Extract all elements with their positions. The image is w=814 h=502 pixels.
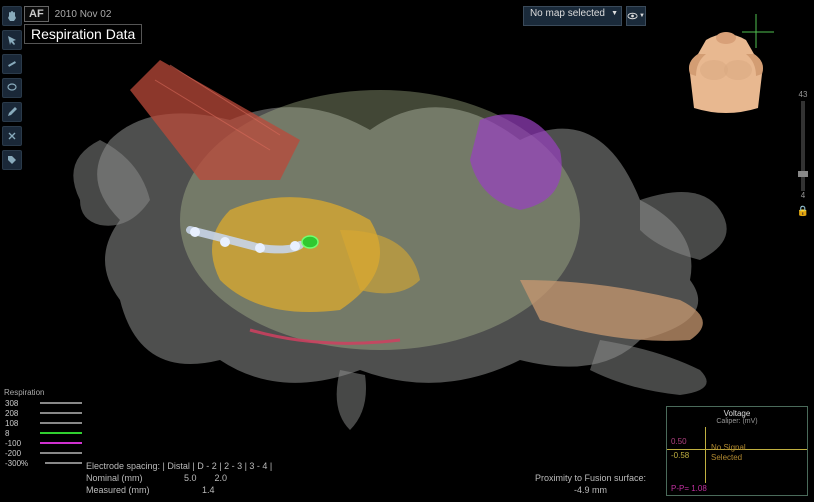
- respiration-value: -200: [5, 449, 22, 458]
- respiration-row: -200: [4, 448, 82, 458]
- respiration-value: 308: [5, 399, 22, 408]
- proximity-readout: Proximity to Fusion surface: -4.9 mm: [535, 472, 646, 496]
- pen-tool[interactable]: [2, 102, 22, 122]
- electrode-spacing-panel: Electrode spacing: | Distal | D - 2 | 2 …: [86, 460, 272, 496]
- slider-bottom-value: 4: [801, 191, 805, 200]
- respiration-bar: [40, 432, 82, 434]
- torso-reference[interactable]: [666, 14, 786, 124]
- cut-tool[interactable]: [2, 126, 22, 146]
- respiration-value: -300%: [5, 459, 27, 468]
- map-dropdown[interactable]: No map selected: [523, 6, 622, 26]
- respiration-bar: [40, 442, 82, 444]
- lasso-tool[interactable]: [2, 78, 22, 98]
- lock-icon[interactable]: 🔒: [797, 206, 809, 217]
- measured-v2: 1.4: [202, 484, 215, 496]
- voltage-pp: P-P= 1.08: [671, 484, 707, 493]
- study-date: 2010 Nov 02: [55, 9, 112, 20]
- respiration-value: 208: [5, 409, 22, 418]
- voltage-plot[interactable]: 0.50 -0.58 No Signal Selected: [667, 427, 807, 483]
- left-toolbar: [2, 6, 20, 170]
- respiration-bar: [40, 422, 82, 424]
- voltage-cursor-v: [705, 427, 706, 483]
- voltage-subtitle: Caliper: (mV): [667, 418, 807, 425]
- respiration-panel-title: Respiration: [4, 388, 82, 397]
- proximity-value: -4.9 mm: [535, 484, 646, 496]
- nominal-v2: 2.0: [215, 472, 228, 484]
- right-slider: 43 4 🔒: [796, 90, 810, 217]
- hand-tool[interactable]: [2, 6, 22, 26]
- proximity-label: Proximity to Fusion surface:: [535, 472, 646, 484]
- respiration-value: 108: [5, 419, 22, 428]
- respiration-value: 8: [5, 429, 22, 438]
- respiration-row: -100: [4, 438, 82, 448]
- respiration-bar: [40, 452, 82, 454]
- voltage-lower-num: -0.58: [671, 451, 689, 460]
- measured-label: Measured (mm): [86, 484, 166, 496]
- respiration-panel: Respiration 3082081088-100-200-300%: [4, 388, 82, 468]
- header-left: AF 2010 Nov 02: [24, 6, 111, 22]
- respiration-value: -100: [5, 439, 22, 448]
- opacity-slider[interactable]: [801, 101, 805, 191]
- study-badge: AF: [24, 6, 49, 22]
- nominal-v1: 5.0: [184, 472, 197, 484]
- respiration-bar: [45, 462, 82, 464]
- measure-tool[interactable]: [2, 54, 22, 74]
- arrow-tool[interactable]: [2, 30, 22, 50]
- respiration-title: Respiration Data: [24, 24, 142, 44]
- electrode-header: Electrode spacing: | Distal | D - 2 | 2 …: [86, 460, 272, 472]
- voltage-upper-num: 0.50: [671, 437, 687, 446]
- visibility-toggle[interactable]: ▼: [626, 6, 646, 26]
- voltage-title: Voltage: [667, 409, 807, 418]
- slider-thumb[interactable]: [798, 171, 808, 177]
- respiration-row: 208: [4, 408, 82, 418]
- respiration-row: 108: [4, 418, 82, 428]
- respiration-row: 8: [4, 428, 82, 438]
- voltage-message: No Signal Selected: [711, 443, 746, 463]
- map-selector-bar: No map selected ▼: [523, 6, 646, 26]
- respiration-bar: [40, 402, 82, 404]
- voltage-panel: Voltage Caliper: (mV) 0.50 -0.58 No Sign…: [666, 406, 808, 496]
- tag-tool[interactable]: [2, 150, 22, 170]
- nominal-label: Nominal (mm): [86, 472, 166, 484]
- slider-top-value: 43: [799, 90, 808, 99]
- respiration-row: 308: [4, 398, 82, 408]
- respiration-row: -300%: [4, 458, 82, 468]
- respiration-bar: [40, 412, 82, 414]
